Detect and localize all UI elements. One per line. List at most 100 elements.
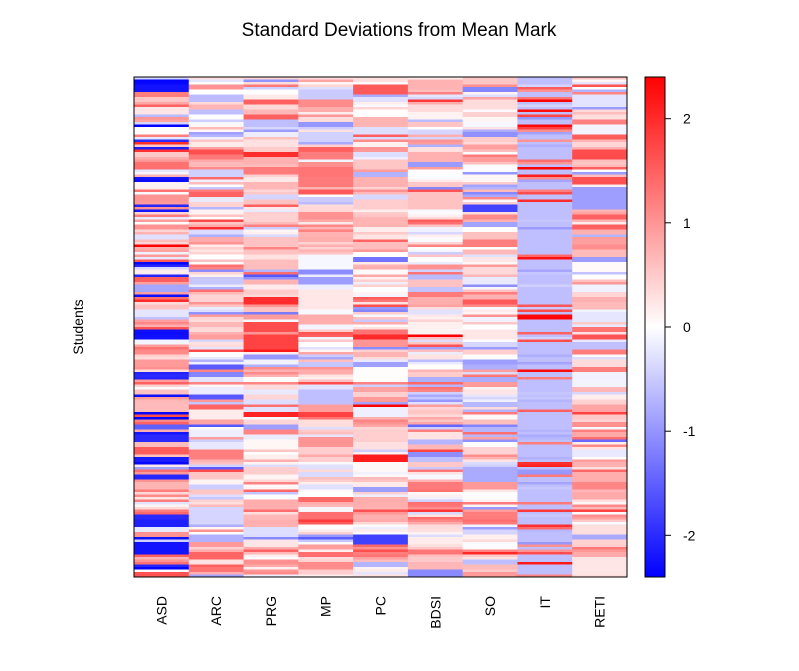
heatmap-cell [134,429,190,433]
heatmap-cell [134,264,190,268]
heatmap-cell [298,484,354,488]
heatmap-cell [517,352,573,355]
heatmap-cell [407,284,463,288]
heatmap-cell [353,574,409,578]
heatmap-cell [353,137,409,140]
heatmap-cell [134,342,190,345]
heatmap-cell [188,269,244,273]
heatmap-cell [462,434,518,438]
heatmap-cell [462,569,518,573]
heatmap-cell [407,289,463,293]
heatmap-cell [188,249,244,253]
heatmap-cell [243,162,299,165]
heatmap-cell [572,469,628,473]
heatmap-cell [134,417,190,420]
heatmap-cell [243,404,299,408]
heatmap-cell [407,199,463,203]
heatmap-cell [298,92,354,95]
heatmap-cell [462,127,518,130]
heatmap-cell [572,224,628,228]
heatmap-cell [517,184,573,188]
heatmap-cell [517,387,573,390]
heatmap-cell [353,359,409,363]
heatmap-cell [462,227,518,230]
heatmap-cell [407,104,463,108]
heatmap-cell [462,377,518,380]
heatmap-cell [462,87,518,90]
heatmap-cell [407,152,463,155]
heatmap-cell [407,322,463,325]
heatmap-cell [462,184,518,188]
heatmap-cell [134,374,190,378]
heatmap-cell [134,319,190,323]
heatmap-cell [517,527,573,530]
heatmap-cell [462,497,518,500]
heatmap-cell [407,182,463,185]
heatmap-cell [188,489,244,493]
heatmap-cell [188,282,244,285]
heatmap-cell [353,339,409,343]
heatmap-cell [353,327,409,330]
heatmap-cell [298,112,354,115]
heatmap-cell [353,282,409,285]
heatmap-cell [353,487,409,490]
heatmap-cell [517,212,573,215]
heatmap-cell [462,214,518,218]
heatmap-cell [572,259,628,263]
heatmap-cell [517,154,573,158]
heatmap-cell [134,204,190,208]
heatmap-cell [134,247,190,250]
heatmap-cell [188,432,244,435]
heatmap-cell [188,552,244,555]
heatmap-cell [298,452,354,455]
x-tick-label-arc: ARC [208,596,224,626]
heatmap-cell [188,154,244,158]
heatmap-cell [243,537,299,540]
heatmap-cell [517,124,573,128]
heatmap-cell [462,112,518,115]
heatmap-cell [407,294,463,298]
heatmap-cell [517,112,573,115]
heatmap-cell [188,84,244,88]
heatmap-cell [243,499,299,503]
heatmap-cell [407,272,463,275]
heatmap-cell [243,557,299,560]
heatmap-cell [298,179,354,183]
heatmap-cell [517,297,573,300]
heatmap-cell [134,272,190,275]
heatmap-cell [572,289,628,293]
heatmap-cell [517,457,573,460]
heatmap-cell [407,209,463,213]
heatmap-cell [572,162,628,165]
heatmap-cell [353,449,409,453]
heatmap-cell [243,397,299,400]
heatmap-cell [572,392,628,395]
heatmap-cell [462,272,518,275]
heatmap-cell [353,174,409,178]
heatmap-cell [353,552,409,555]
heatmap-cell [462,217,518,220]
heatmap-cell [353,309,409,313]
heatmap-cell [353,194,409,198]
heatmap-cell [517,377,573,380]
heatmap-cell [188,422,244,425]
heatmap-cell [517,357,573,360]
heatmap-cell [188,197,244,200]
heatmap-cell [298,147,354,150]
heatmap-cell [243,524,299,528]
heatmap-cell [134,487,190,490]
heatmap-cell [298,134,354,138]
heatmap-cell [517,329,573,333]
heatmap-cell [353,439,409,443]
heatmap-cell [243,252,299,255]
heatmap-cell [188,332,244,335]
heatmap-cell [243,219,299,223]
heatmap-cell [243,212,299,215]
heatmap-cell [353,132,409,135]
heatmap-cell [353,274,409,278]
heatmap-cell [572,192,628,195]
heatmap-cell [188,372,244,375]
heatmap-cell [517,204,573,208]
heatmap-cell [353,224,409,228]
heatmap-cell [517,277,573,280]
